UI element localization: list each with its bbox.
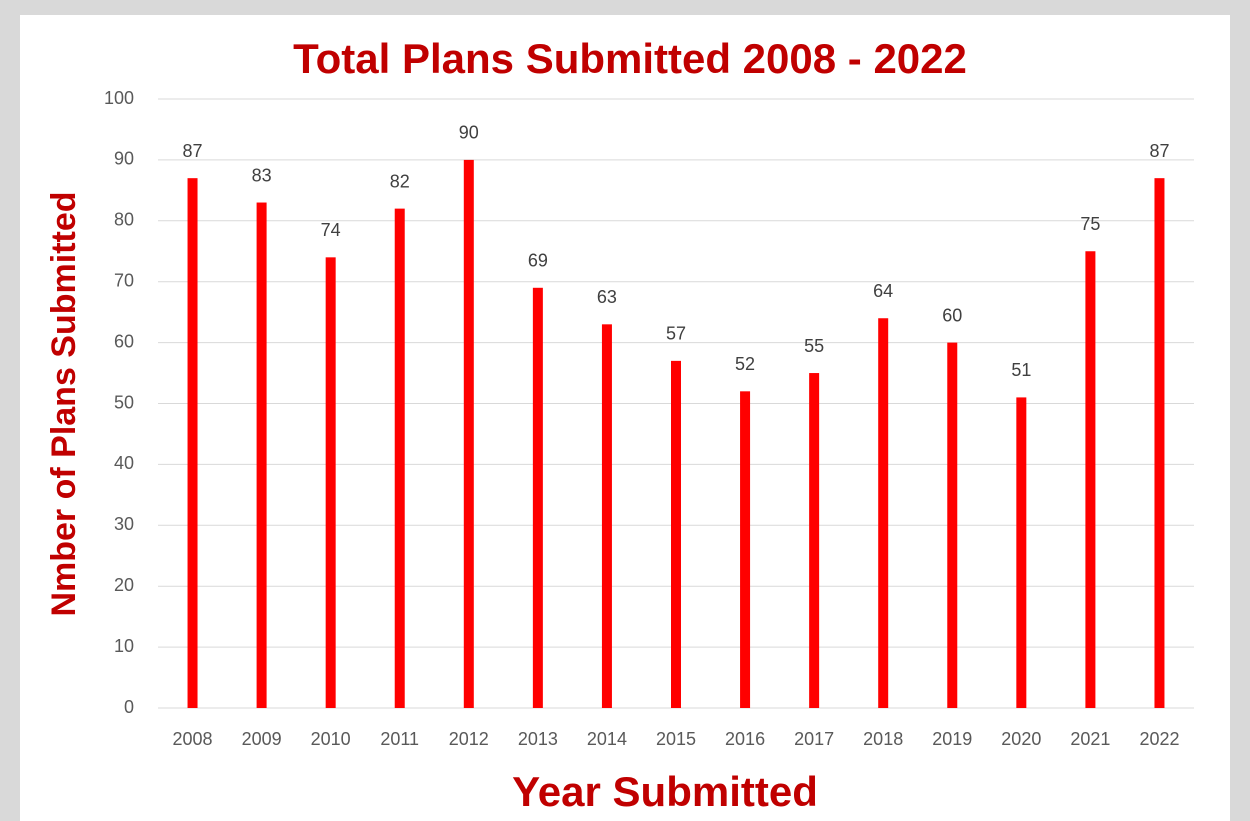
data-label: 87 <box>1149 141 1169 161</box>
data-label: 75 <box>1080 214 1100 234</box>
x-tick-label: 2015 <box>656 729 696 749</box>
data-label: 60 <box>942 305 962 325</box>
x-tick-label: 2020 <box>1001 729 1041 749</box>
bar <box>1016 397 1027 708</box>
bar <box>601 324 612 708</box>
y-tick-label: 80 <box>114 210 134 230</box>
data-label: 90 <box>459 123 479 143</box>
y-tick-label: 50 <box>114 392 134 412</box>
data-label: 51 <box>1011 360 1031 380</box>
bar <box>256 202 267 708</box>
bar <box>463 159 474 708</box>
y-tick-label: 40 <box>114 453 134 473</box>
x-axis-label: Year Submitted <box>512 768 818 815</box>
bar <box>878 318 889 708</box>
x-tick-label: 2017 <box>794 729 834 749</box>
chart-panel <box>20 15 1230 821</box>
y-tick-label: 70 <box>114 270 134 290</box>
data-label: 87 <box>183 141 203 161</box>
bar <box>1154 178 1165 709</box>
x-tick-label: 2019 <box>932 729 972 749</box>
bar <box>809 373 820 708</box>
bar <box>740 391 751 708</box>
x-tick-label: 2018 <box>863 729 903 749</box>
bar <box>947 342 958 708</box>
x-tick-label: 2014 <box>587 729 627 749</box>
bar <box>1085 251 1096 708</box>
bar <box>671 360 681 708</box>
y-tick-label: 0 <box>124 697 134 717</box>
y-tick-label: 30 <box>114 514 134 534</box>
bar <box>394 208 405 708</box>
y-axis-label: Nmber of Plans Submitted <box>45 191 83 616</box>
x-tick-label: 2022 <box>1139 729 1179 749</box>
data-label: 69 <box>528 251 548 271</box>
data-label: 82 <box>390 171 410 191</box>
data-label: 83 <box>252 165 272 185</box>
x-tick-label: 2010 <box>311 729 351 749</box>
data-label: 57 <box>666 324 686 344</box>
x-tick-label: 2013 <box>518 729 558 749</box>
data-label: 55 <box>804 336 824 356</box>
data-label: 52 <box>735 354 755 374</box>
data-label: 63 <box>597 287 617 307</box>
y-tick-label: 90 <box>114 149 134 169</box>
x-tick-label: 2021 <box>1070 729 1110 749</box>
chart-title: Total Plans Submitted 2008 - 2022 <box>293 35 967 82</box>
x-tick-label: 2012 <box>449 729 489 749</box>
y-tick-label: 60 <box>114 331 134 351</box>
bar <box>532 287 543 708</box>
data-label: 64 <box>873 281 893 301</box>
y-tick-label: 10 <box>114 636 134 656</box>
y-tick-label: 20 <box>114 575 134 595</box>
bar <box>325 257 336 708</box>
data-label: 74 <box>321 220 341 240</box>
x-tick-label: 2009 <box>242 729 282 749</box>
x-tick-label: 2011 <box>380 729 419 749</box>
bar <box>187 178 198 709</box>
y-tick-label: 100 <box>104 88 134 108</box>
x-tick-label: 2008 <box>173 729 213 749</box>
x-tick-label: 2016 <box>725 729 765 749</box>
